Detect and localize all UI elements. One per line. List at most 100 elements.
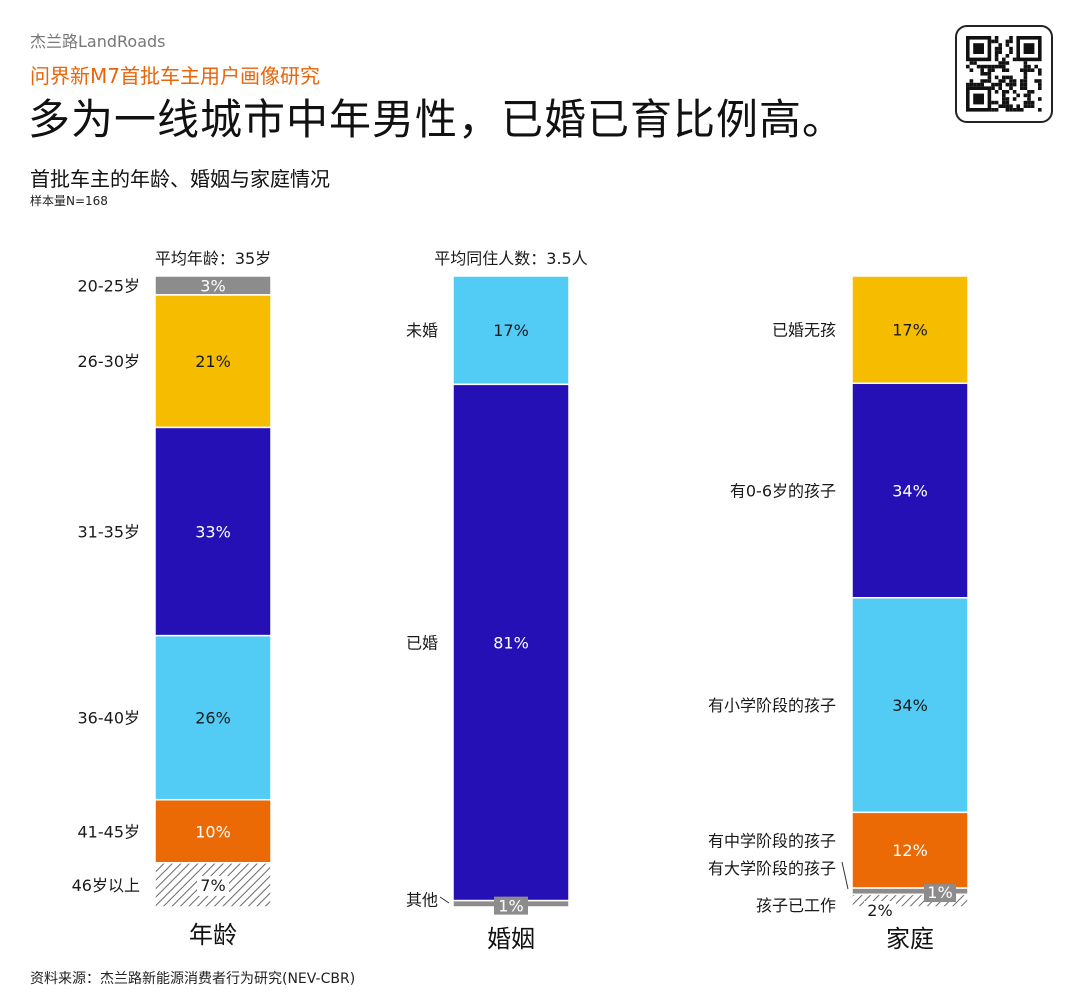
bar-segment [851,811,969,889]
qr-module [1023,82,1028,87]
qr-module [1034,64,1038,69]
value-label: 3% [200,276,225,295]
chart-annotation: 平均年龄：35岁 [155,249,271,268]
qr-module [1002,68,1006,72]
headline: 多为一线城市中年男性，已婚已育比例高。 [28,95,846,144]
qr-module [1027,64,1031,69]
qr-module [1009,86,1013,90]
value-label: 1% [927,883,952,902]
qr-module [1002,79,1006,83]
qr-module [966,82,970,87]
qr-module [980,82,984,87]
qr-module [994,75,999,80]
qr-module [991,39,995,44]
qr-module [1023,104,1028,108]
qr-module [984,79,988,83]
qr-module [1027,90,1031,94]
qr-module [1002,64,1006,69]
category-label: 已婚 [406,633,438,652]
qr-module [998,64,1002,69]
qr-module [969,82,974,87]
qr-module [976,82,981,87]
qr-module [980,68,984,72]
qr-module [994,46,999,51]
bar-segment [851,275,969,385]
qr-module [1038,82,1042,87]
qr-module [1005,97,1010,101]
qr-module [1023,61,1028,65]
qr-module [1023,64,1028,69]
qr-module [1027,104,1031,108]
qr-module [1012,90,1017,94]
qr-module [1012,82,1017,87]
category-label: 有大学阶段的孩子 [708,859,836,878]
qr-module [994,36,999,40]
qr-module [991,82,995,87]
value-label: 17% [892,321,928,340]
qr-module [1023,68,1028,72]
qr-module [1016,108,1020,112]
qr-module [1002,100,1006,105]
qr-module [994,54,999,58]
bar-segment [851,597,969,814]
qr-module [998,46,1002,51]
qr-module [1002,104,1006,108]
qr-module [1002,93,1006,98]
value-label-bg [494,896,528,915]
qr-module [1012,57,1017,62]
category-label: 36-40岁 [78,709,141,728]
subtitle: 问界新M7首批车主用户画像研究 [30,64,320,88]
qr-module [1002,90,1006,94]
category-label: 46岁以上 [72,876,140,895]
qr-module [1020,82,1024,87]
qr-module [1023,93,1028,98]
x-axis-label: 家庭 [886,925,934,953]
x-axis-label: 婚姻 [487,925,535,953]
qr-module [994,50,999,54]
qr-module [1027,68,1031,72]
qr-module [1009,39,1013,44]
qr-module [1009,104,1013,108]
qr-module [1005,90,1010,94]
qr-module [1027,97,1031,101]
category-label: 其他 [406,891,438,910]
value-label: 33% [195,523,231,542]
qr-module [966,64,970,69]
qr-module [1009,46,1013,51]
qr-module [1009,75,1013,80]
qr-module [991,100,995,105]
category-label: 41-45岁 [78,822,141,841]
qr-module [1009,79,1013,83]
qr-module [1002,97,1006,101]
qr-module [1016,93,1020,98]
qr-finder [973,93,984,105]
qr-module [980,79,984,83]
qr-module [998,104,1002,108]
value-label-bg [924,884,956,903]
qr-module [1020,86,1024,90]
qr-module [998,61,1002,65]
qr-module [1034,79,1038,83]
qr-module [1009,50,1013,54]
qr-module [1012,97,1017,101]
leader-line [439,896,450,904]
bar-segment [154,634,272,801]
sample-size: 样本量N=168 [30,194,108,208]
qr-module [1038,79,1042,83]
qr-module [1023,86,1028,90]
qr-module [1023,79,1028,83]
qr-module [1005,43,1010,47]
value-label: 1% [498,897,523,916]
qr-module [984,72,988,76]
qr-module [1023,100,1028,105]
qr-module [998,43,1002,47]
qr-module [991,108,995,112]
value-label-bg [864,901,896,921]
qr-module [1030,68,1035,72]
qr-module [991,68,995,72]
bar-segment [154,426,272,637]
qr-code-graphic [966,36,1042,112]
qr-module [1020,108,1024,112]
value-label: 12% [892,841,928,860]
